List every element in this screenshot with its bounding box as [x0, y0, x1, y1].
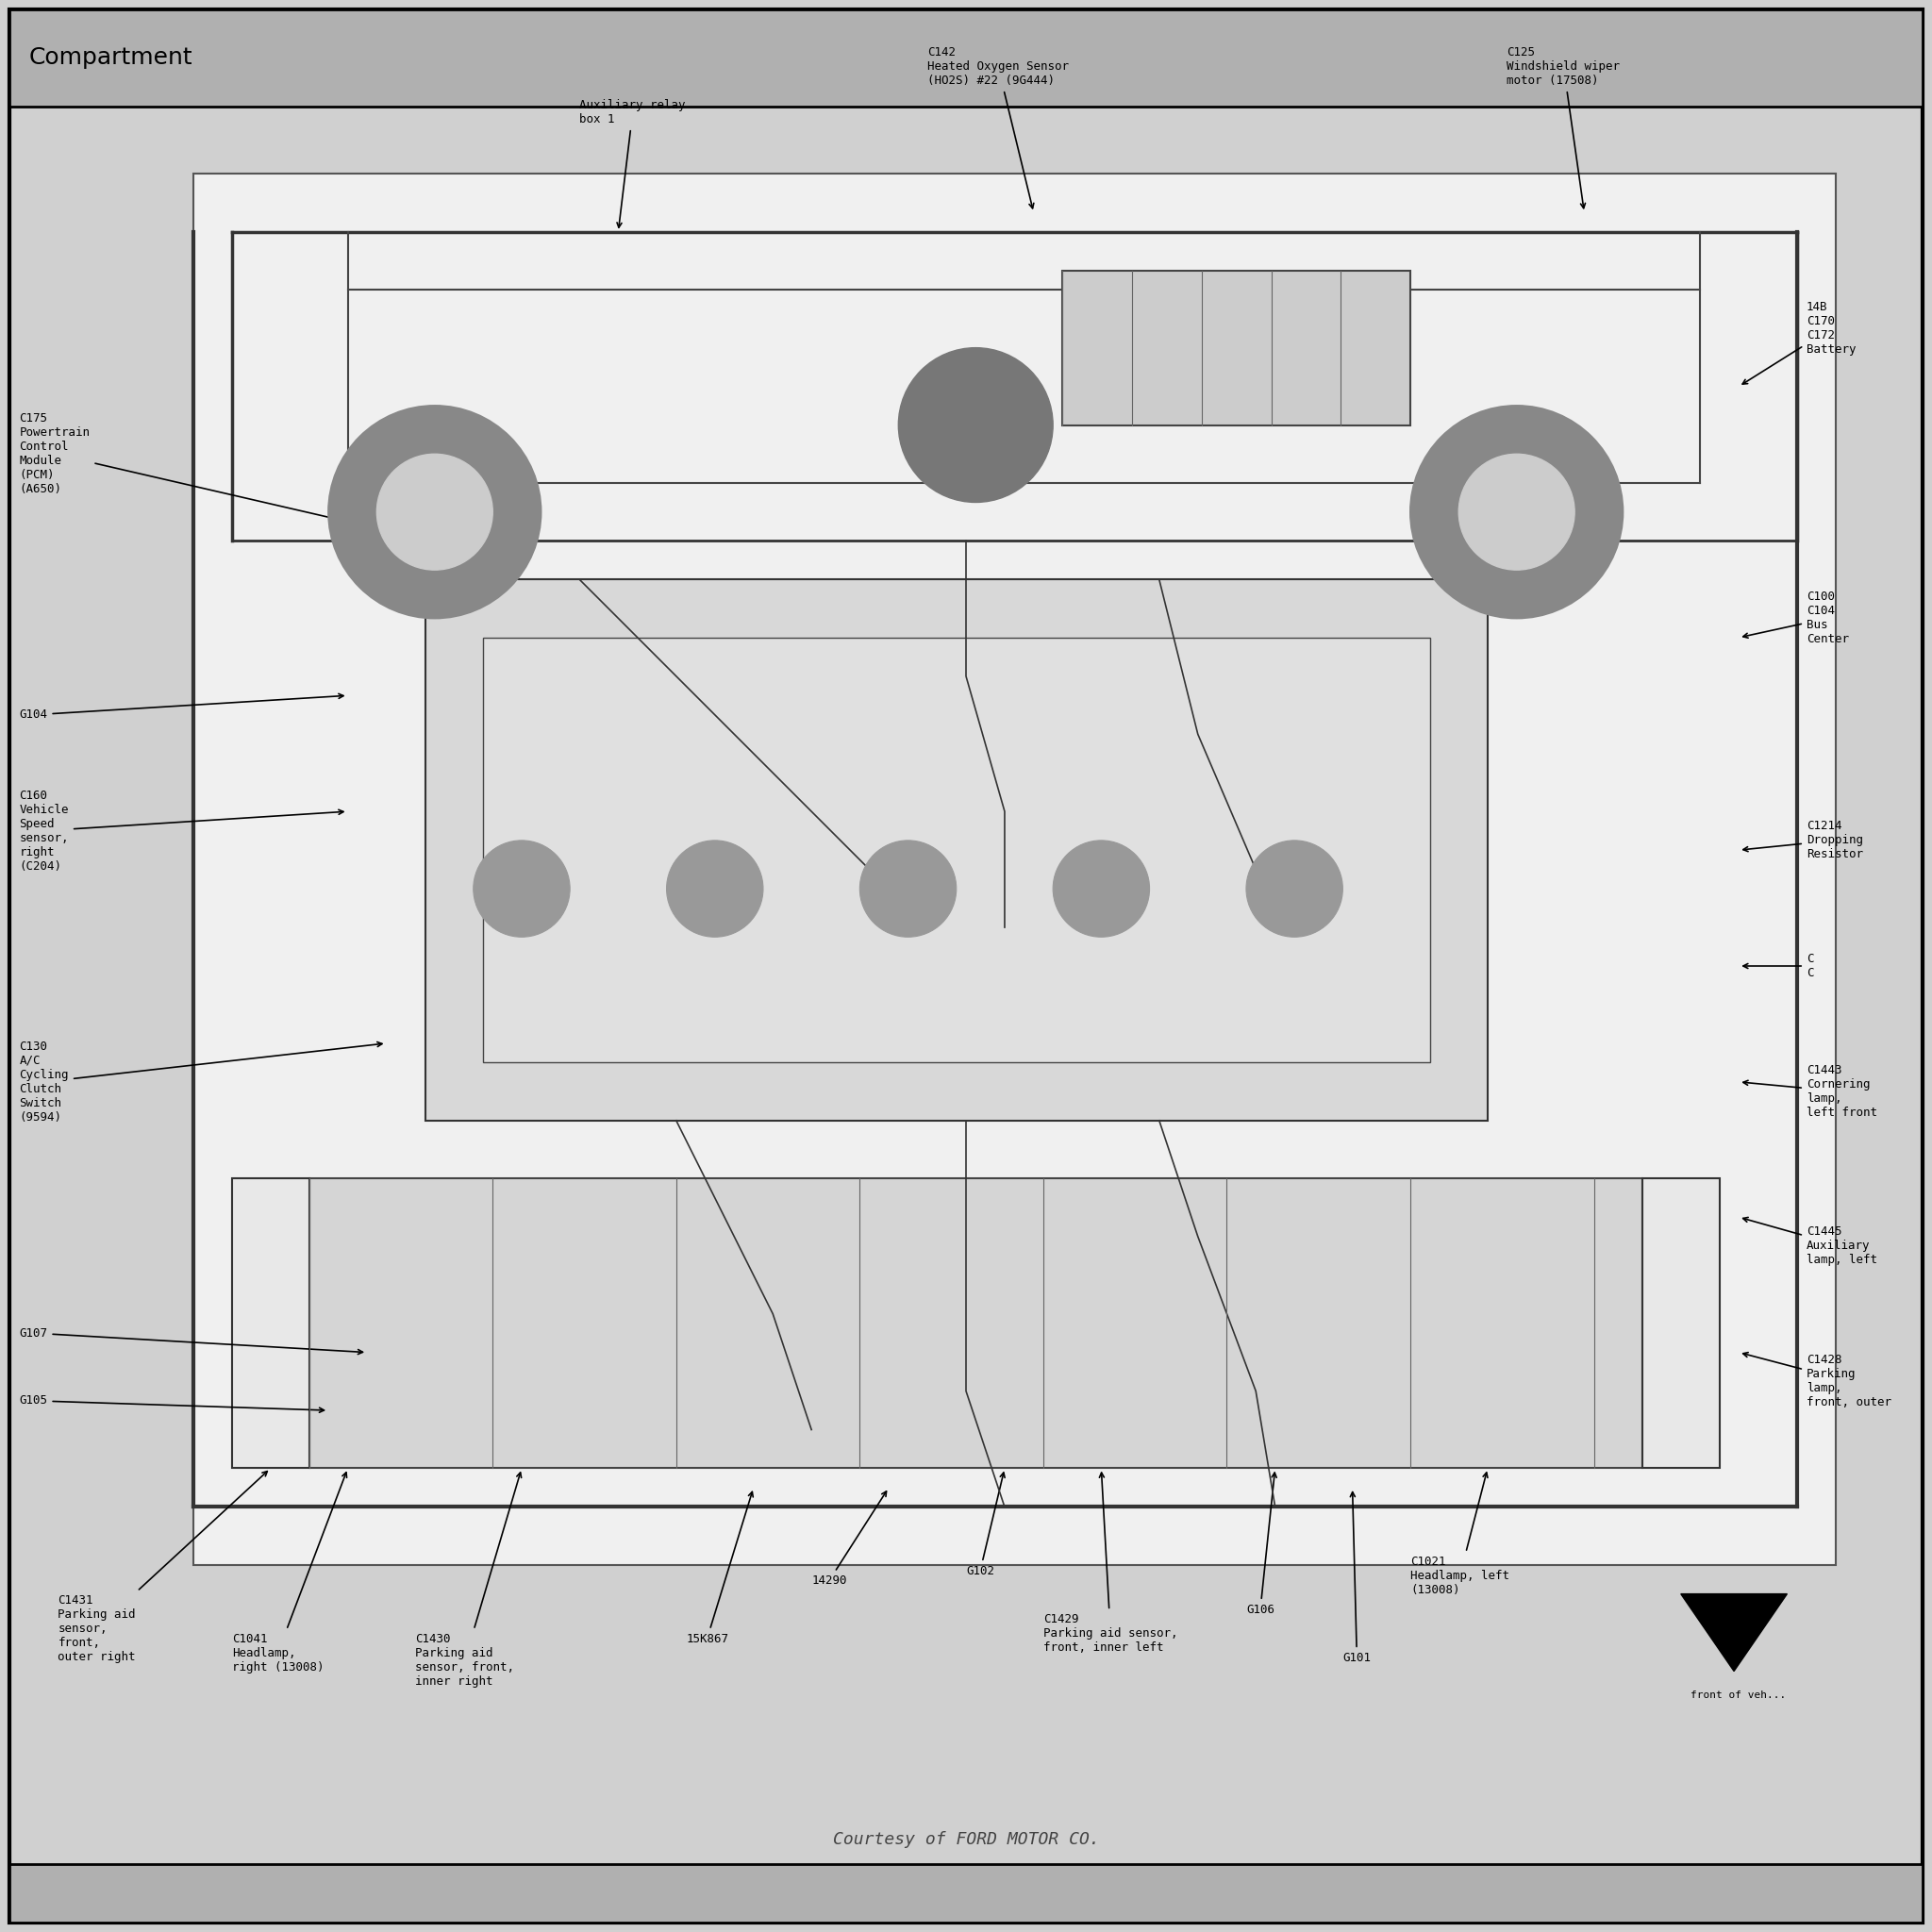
- Text: C1428
Parking
lamp,
front, outer: C1428 Parking lamp, front, outer: [1743, 1352, 1891, 1408]
- Text: C160
Vehicle
Speed
sensor,
right
(C204): C160 Vehicle Speed sensor, right (C204): [19, 790, 344, 871]
- Bar: [309, 1179, 1642, 1468]
- Text: C130
A/C
Cycling
Clutch
Switch
(9594): C130 A/C Cycling Clutch Switch (9594): [19, 1041, 383, 1122]
- Text: C1041
Headlamp,
right (13008): C1041 Headlamp, right (13008): [232, 1472, 346, 1673]
- Text: G106: G106: [1246, 1472, 1277, 1615]
- Text: C1214
Dropping
Resistor: C1214 Dropping Resistor: [1743, 821, 1862, 860]
- Bar: [1642, 1179, 1719, 1468]
- Text: 15K867: 15K867: [686, 1492, 753, 1644]
- Bar: [1063, 270, 1410, 425]
- Circle shape: [1410, 406, 1623, 618]
- Text: C142
Heated Oxygen Sensor
(HO2S) #22 (9G444): C142 Heated Oxygen Sensor (HO2S) #22 (9G…: [927, 46, 1068, 209]
- Circle shape: [328, 406, 541, 618]
- Bar: [193, 174, 1835, 1565]
- Text: G105: G105: [19, 1395, 325, 1412]
- Text: C1429
Parking aid sensor,
front, inner left: C1429 Parking aid sensor, front, inner l…: [1043, 1472, 1179, 1654]
- Bar: [10, 1864, 1922, 1922]
- Text: C175
Powertrain
Control
Module
(PCM)
(A650): C175 Powertrain Control Module (PCM) (A6…: [19, 413, 344, 522]
- FancyBboxPatch shape: [10, 10, 1922, 1922]
- Text: Courtesy of FORD MOTOR CO.: Courtesy of FORD MOTOR CO.: [833, 1832, 1099, 1847]
- Circle shape: [667, 840, 763, 937]
- Text: C1445
Auxiliary
lamp, left: C1445 Auxiliary lamp, left: [1743, 1217, 1878, 1265]
- Text: Auxiliary relay
box 1: Auxiliary relay box 1: [580, 99, 686, 228]
- Bar: [10, 10, 1922, 106]
- Text: G104: G104: [19, 694, 344, 721]
- Text: G101: G101: [1343, 1492, 1372, 1663]
- Text: 14B
C170
C172
Battery: 14B C170 C172 Battery: [1743, 301, 1857, 384]
- Text: C1021
Headlamp, left
(13008): C1021 Headlamp, left (13008): [1410, 1472, 1509, 1596]
- Bar: [483, 638, 1430, 1063]
- Text: C1431
Parking aid
sensor,
front,
outer right: C1431 Parking aid sensor, front, outer r…: [58, 1472, 267, 1663]
- Circle shape: [377, 454, 493, 570]
- Polygon shape: [1681, 1594, 1787, 1671]
- Text: G107: G107: [19, 1327, 363, 1354]
- Circle shape: [473, 840, 570, 937]
- Text: front of veh...: front of veh...: [1690, 1690, 1785, 1700]
- Circle shape: [898, 348, 1053, 502]
- Circle shape: [1246, 840, 1343, 937]
- Text: C1430
Parking aid
sensor, front,
inner right: C1430 Parking aid sensor, front, inner r…: [415, 1472, 522, 1687]
- Text: C1443
Cornering
lamp,
left front: C1443 Cornering lamp, left front: [1743, 1065, 1878, 1119]
- Text: G102: G102: [966, 1472, 1005, 1577]
- Circle shape: [1053, 840, 1150, 937]
- Bar: [425, 580, 1488, 1121]
- Text: 14290: 14290: [811, 1492, 887, 1586]
- Bar: [232, 1179, 309, 1468]
- Circle shape: [860, 840, 956, 937]
- Text: C
C: C C: [1743, 952, 1814, 980]
- Text: C125
Windshield wiper
motor (17508): C125 Windshield wiper motor (17508): [1507, 46, 1621, 209]
- Text: C100
C104
Bus
Center: C100 C104 Bus Center: [1743, 591, 1849, 645]
- Text: Compartment: Compartment: [29, 46, 193, 70]
- Circle shape: [1459, 454, 1575, 570]
